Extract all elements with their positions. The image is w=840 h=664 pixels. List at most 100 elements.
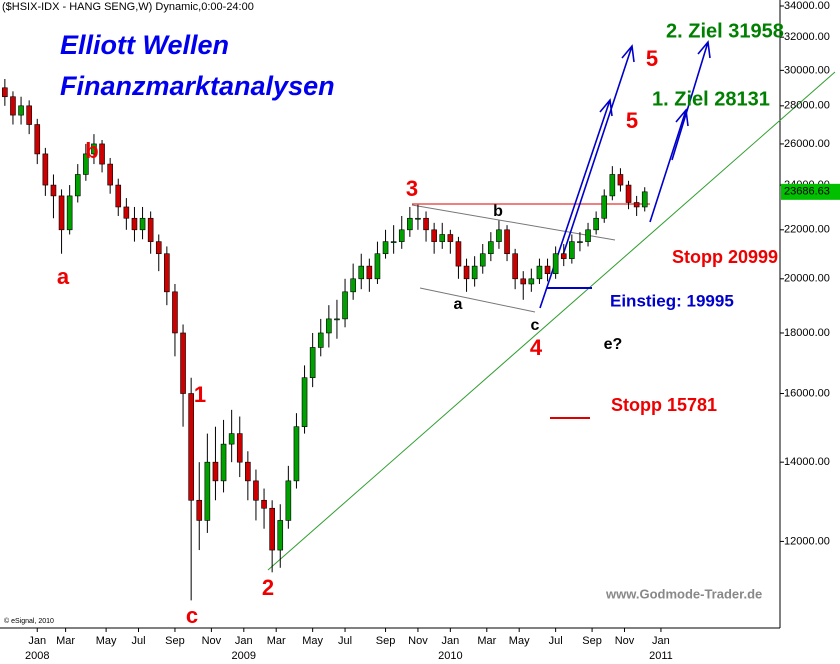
candle-body <box>334 318 340 321</box>
candle-body <box>147 217 154 242</box>
candle-body <box>139 217 146 231</box>
candle-body <box>2 87 8 98</box>
annotation: a <box>454 296 463 313</box>
candle-body <box>326 318 332 334</box>
candle-body <box>91 143 97 155</box>
last-value-box <box>781 183 840 200</box>
candle-body <box>617 174 624 186</box>
annotation: 4 <box>530 335 543 360</box>
candle-body <box>569 241 575 259</box>
candle-body <box>528 278 535 285</box>
candle-body <box>358 265 365 280</box>
chart-title: Elliott Wellen <box>60 30 229 60</box>
candle-body <box>641 191 648 208</box>
candle-body <box>107 163 113 186</box>
annotation: Stopp 20999 <box>672 247 778 267</box>
candle-body <box>504 229 510 255</box>
candle-body <box>407 217 413 231</box>
candle-body <box>131 217 138 231</box>
candle-body <box>293 426 300 482</box>
candle-body <box>26 105 32 125</box>
candle-body <box>439 234 446 242</box>
candle-body <box>245 461 251 482</box>
candle-body <box>277 520 284 551</box>
x-tick-label: Jul <box>338 635 352 647</box>
candle-body <box>625 184 632 203</box>
candle-body <box>382 241 389 255</box>
candle-body <box>301 377 308 428</box>
candle-body <box>34 124 41 155</box>
candle-body <box>512 253 518 280</box>
candle-body <box>10 96 16 116</box>
candle-body <box>374 253 381 280</box>
x-tick-label: Jan <box>441 635 459 647</box>
y-tick-label: 30000.00 <box>784 64 830 76</box>
annotation: c <box>186 603 198 628</box>
candle-body <box>552 253 559 274</box>
candle-body <box>309 347 316 379</box>
candle-body <box>496 229 502 242</box>
annotation: c <box>531 317 540 334</box>
candle-body <box>488 241 494 255</box>
x-tick-label: Sep <box>582 635 602 647</box>
candle-body <box>463 265 470 280</box>
candle-body <box>115 184 122 208</box>
candle-body <box>50 184 57 197</box>
candle-body <box>577 241 583 243</box>
candle-body <box>317 332 324 348</box>
candle-body <box>74 174 81 197</box>
annotation: 2 <box>262 575 274 600</box>
x-tick-label: Jul <box>131 635 145 647</box>
x-tick-label: Mar <box>267 635 286 647</box>
y-tick-label: 18000.00 <box>784 327 830 339</box>
candle-body <box>601 195 608 219</box>
x-tick-label: Mar <box>477 635 496 647</box>
candle-body <box>479 253 486 267</box>
candle-body <box>269 507 275 551</box>
y-tick-label: 20000.00 <box>784 273 830 285</box>
candle-body <box>585 229 591 242</box>
annotation: 1. Ziel 28131 <box>652 88 770 110</box>
candle-body <box>415 217 421 220</box>
candle-body <box>431 229 437 242</box>
arrow <box>671 40 711 161</box>
annotation: 5 <box>646 46 658 71</box>
y-tick-label: 22000.00 <box>784 224 830 236</box>
candle-body <box>471 265 478 280</box>
candle-body <box>455 241 462 267</box>
annotation: b <box>85 138 98 163</box>
y-tick-label: 16000.00 <box>784 387 830 399</box>
y-tick-label: 32000.00 <box>784 31 830 43</box>
chart-subtitle: Finanzmarktanalysen <box>60 71 335 101</box>
y-tick-label: 26000.00 <box>784 138 830 150</box>
x-tick-label: Mar <box>56 635 75 647</box>
candle-body <box>285 480 292 521</box>
x-tick-label: Sep <box>165 635 185 647</box>
x-tick-label: May <box>96 635 117 647</box>
x-tick-label: May <box>302 635 323 647</box>
y-tick-label: 34000.00 <box>784 0 830 12</box>
candle-body <box>253 480 259 501</box>
x-year-label: 2010 <box>438 650 462 662</box>
candle-body <box>196 499 203 521</box>
x-year-label: 2009 <box>232 650 256 662</box>
candle-body <box>42 153 49 186</box>
candle-body <box>58 195 65 231</box>
x-tick-label: Sep <box>376 635 396 647</box>
candle-body <box>164 253 170 293</box>
candle-body <box>155 241 162 255</box>
x-tick-label: Nov <box>408 635 428 647</box>
arrow <box>649 108 689 223</box>
candle-body <box>390 241 397 243</box>
y-tick-label: 12000.00 <box>784 535 830 547</box>
y-tick-label: 14000.00 <box>784 456 830 468</box>
candle-body <box>261 499 267 509</box>
annotation: Stopp 15781 <box>611 395 717 415</box>
candle-body <box>520 278 527 285</box>
annotation: a <box>57 264 70 289</box>
annotation: © eSignal, 2010 <box>4 617 54 625</box>
candle-body <box>188 393 194 501</box>
candle-body <box>212 461 219 482</box>
